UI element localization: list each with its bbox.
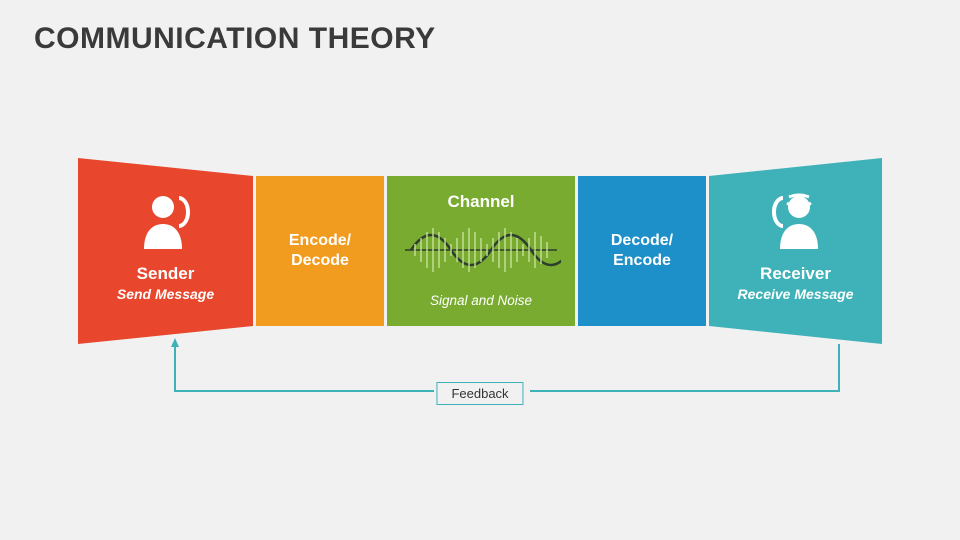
sender-block: Sender Send Message	[78, 158, 253, 344]
arrow-up-icon	[171, 338, 179, 347]
feedback-loop: Feedback	[78, 344, 882, 414]
decode-label: Decode/ Encode	[611, 231, 673, 271]
encode-label: Encode/ Decode	[289, 231, 351, 271]
receiver-subtitle: Receive Message	[738, 286, 854, 302]
decode-block: Decode/ Encode	[578, 176, 706, 326]
receiver-title: Receiver	[760, 264, 831, 284]
page-title: COMMUNICATION THEORY	[34, 22, 436, 56]
waveform-icon	[401, 216, 561, 289]
receiver-block: Receiver Receive Message	[709, 158, 882, 344]
sender-subtitle: Send Message	[117, 286, 214, 302]
channel-subtitle: Signal and Noise	[430, 293, 532, 308]
sender-title: Sender	[137, 264, 195, 284]
feedback-label: Feedback	[436, 382, 523, 405]
phone-person-icon	[135, 191, 197, 254]
channel-title: Channel	[447, 192, 514, 212]
encode-block: Encode/ Decode	[256, 176, 384, 326]
communication-flow-diagram: Sender Send Message Encode/ Decode Chann…	[78, 158, 882, 344]
channel-block: Channel	[387, 176, 575, 326]
phone-person-icon	[765, 191, 827, 254]
